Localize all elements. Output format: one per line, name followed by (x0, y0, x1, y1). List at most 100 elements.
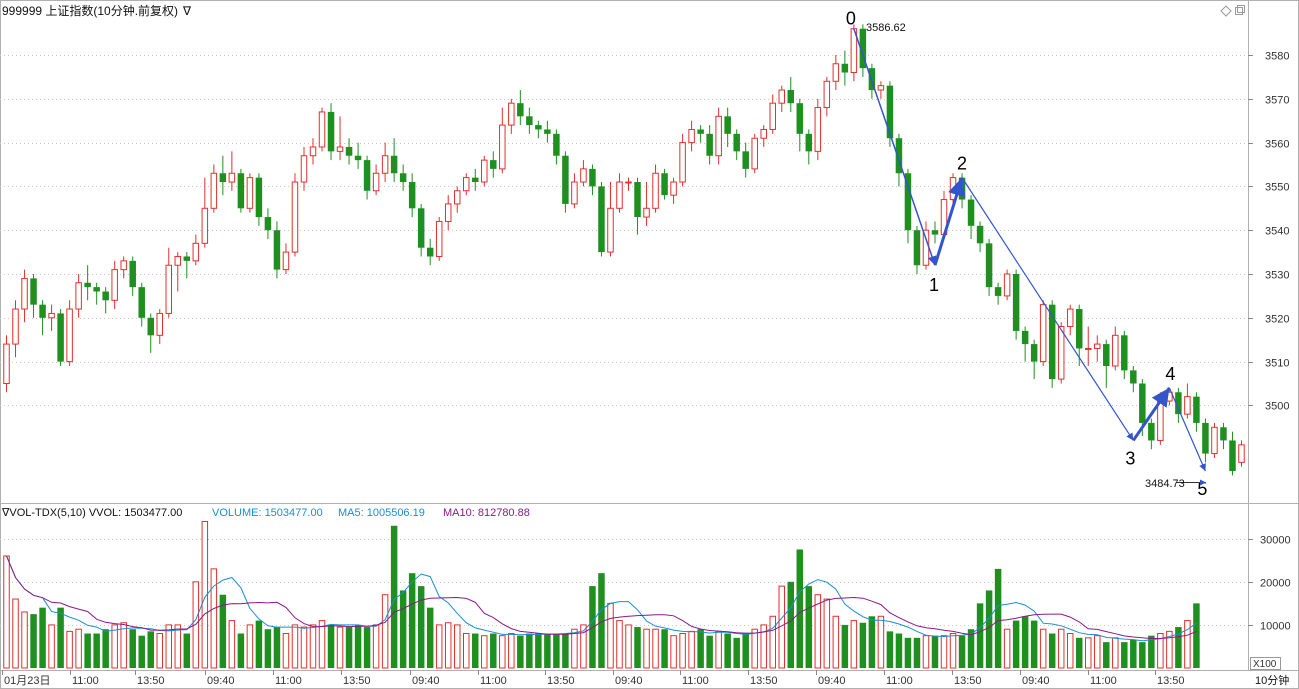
volume-bar (1003, 628, 1011, 669)
candle-body (237, 173, 245, 209)
volume-bar (1048, 633, 1056, 668)
low-price-label: 3484.73 (1145, 478, 1185, 490)
candle-body (84, 282, 91, 288)
volume-bar (967, 629, 975, 668)
volume-bar (1094, 635, 1101, 669)
restore-icon[interactable] (1235, 7, 1243, 15)
candle-body (859, 28, 867, 69)
candle-body (724, 116, 731, 134)
candle-body (1211, 426, 1218, 455)
window-controls[interactable] (1220, 5, 1245, 17)
volume-bar (697, 629, 704, 668)
volume-bar (877, 615, 885, 669)
candle-body (201, 207, 209, 244)
wave-label: 1 (929, 275, 939, 295)
period-label[interactable]: 10分钟 (1255, 673, 1289, 687)
time-tick-label: 13:50 (137, 675, 165, 687)
volume-ma-lines (6, 555, 1197, 642)
time-tick-label: 13:50 (343, 675, 371, 687)
candle-body (1238, 444, 1245, 463)
price-tick-label: 3540 (1265, 226, 1289, 238)
candle-body (463, 177, 470, 192)
volume-bar (21, 611, 28, 669)
volume-bar (940, 635, 948, 669)
candle-body (1030, 344, 1038, 362)
candle-body (751, 137, 758, 170)
volume-bar (904, 637, 912, 668)
volume-bar (255, 620, 263, 668)
candle-body (372, 172, 380, 192)
volume-bar (264, 629, 272, 668)
wave-arrow (1132, 387, 1171, 442)
candle-body (616, 181, 623, 209)
candle-body (769, 102, 776, 130)
candle-body (1202, 422, 1209, 454)
candle-body (796, 103, 804, 134)
candle-body (219, 173, 227, 183)
candle-body (715, 115, 722, 157)
candle-body (1021, 330, 1029, 345)
time-tick-label: 09:40 (412, 675, 440, 687)
volume-bar (165, 624, 173, 669)
volume-bar (246, 624, 254, 669)
volume-bar (481, 635, 488, 669)
candle-body (75, 282, 82, 310)
candle-body (814, 107, 822, 152)
candle-body (706, 133, 713, 156)
volume-bar (922, 635, 930, 669)
volume-ma10-line (6, 555, 1197, 639)
candle-body (553, 133, 560, 156)
restore-icon-back (1237, 5, 1245, 13)
candle-body (138, 287, 145, 318)
candle-body (1048, 304, 1056, 380)
volume-ma5-line (6, 555, 1197, 642)
volume-bar (1012, 620, 1020, 668)
candle-body (1012, 274, 1020, 331)
candle-body (1094, 343, 1101, 349)
volume-bar (580, 624, 587, 669)
candle-body (1075, 309, 1083, 349)
candle-body (985, 243, 993, 288)
candle-body (309, 146, 317, 157)
volume-bar (318, 620, 326, 669)
candle-body (1220, 427, 1227, 441)
volume-bar (688, 630, 695, 669)
volume-bar (327, 624, 335, 668)
volume-bar (1193, 603, 1200, 668)
wave-annotations: 0 1 2 3 4 5 (846, 9, 1208, 499)
diamond-icon[interactable] (1220, 5, 1232, 17)
volume-bar (805, 586, 813, 668)
candle-body (886, 85, 894, 139)
candle-body (643, 207, 650, 218)
candle-body (390, 155, 398, 174)
candle-body (1003, 273, 1011, 297)
volume-bar (868, 616, 876, 668)
candle-body (913, 230, 921, 266)
volume-bar (1112, 637, 1119, 669)
time-tick-label: 11:00 (72, 675, 99, 687)
time-tick-label: 11:00 (886, 675, 913, 687)
time-tick-label: 09:40 (1022, 675, 1050, 687)
volume-bar (201, 520, 209, 669)
volume-bar (102, 629, 109, 668)
volume-bar (129, 629, 136, 668)
title-dropdown-icon[interactable]: ∇ (182, 4, 192, 18)
volume-title[interactable]: ∇VOL-TDX(5,10) VVOL: 1503477.00 (1, 507, 182, 519)
volume-bar (228, 620, 236, 669)
candle-body (499, 124, 506, 170)
candle-body (589, 168, 596, 187)
volume-bar (1121, 642, 1128, 668)
candle-body (787, 90, 795, 104)
candle-body (742, 151, 749, 169)
time-tick-label: 09:40 (818, 675, 846, 687)
volume-bar (544, 633, 551, 668)
volume-bar (517, 635, 524, 668)
volume-bar (111, 624, 118, 669)
price-axis-ticks: 3500 3510 3520 3530 3540 3550 3560 3570 3580 (1248, 51, 1289, 413)
volume-bar (156, 633, 163, 669)
volume-bar (138, 635, 145, 668)
candle-body (562, 155, 569, 204)
candle-body (607, 207, 614, 253)
chart-title[interactable]: 999999 上证指数(10分钟.前复权) (2, 3, 178, 18)
wave-label: 5 (1197, 479, 1207, 499)
